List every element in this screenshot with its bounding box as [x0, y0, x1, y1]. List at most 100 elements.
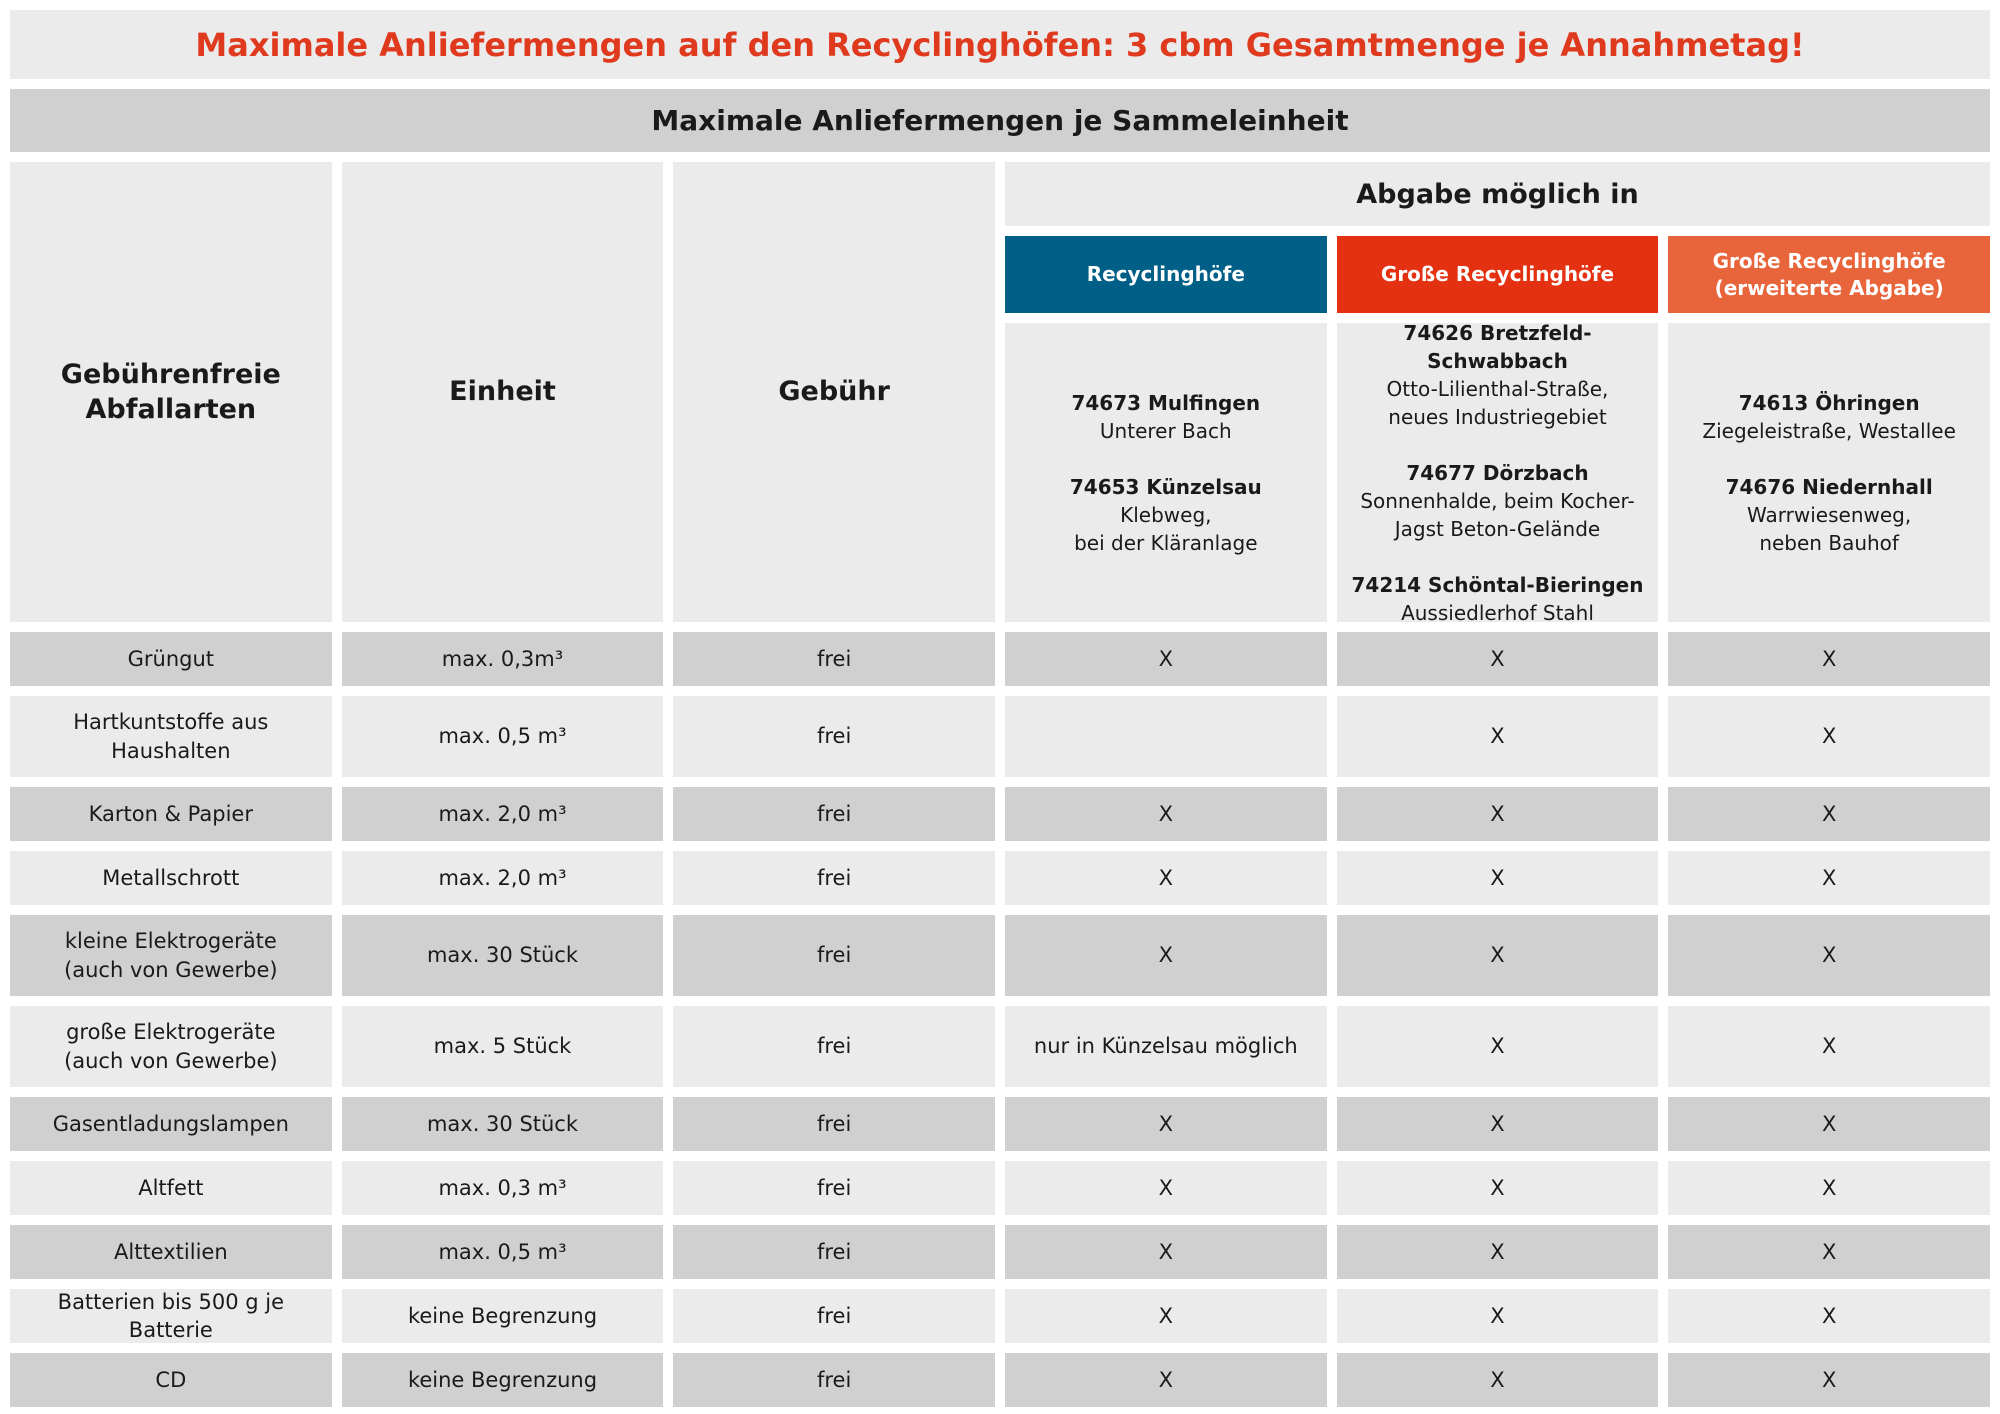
availability-cell [1004, 696, 1327, 777]
availability-cell: X [1336, 1097, 1659, 1151]
waste-type: Grüngut [10, 632, 332, 686]
waste-type: Altfett [10, 1161, 332, 1215]
availability-cell: X [1004, 632, 1327, 686]
table-cell: frei [673, 1097, 995, 1151]
table-cell: frei [673, 915, 995, 996]
availability-cell: X [1336, 632, 1659, 686]
column-header: Gebühr [673, 162, 995, 622]
table-cell: frei [673, 851, 995, 905]
availability-cell: nur in Künzelsau möglich [1004, 1006, 1327, 1087]
waste-type: Batterien bis 500 g je Batterie [10, 1289, 332, 1343]
availability-cell: X [1004, 851, 1327, 905]
availability-cell: X [1336, 1161, 1659, 1215]
waste-type: Metallschrott [10, 851, 332, 905]
table-cell: frei [673, 787, 995, 841]
site-street: Warrwiesenweg, neben Bauhof [1747, 502, 1912, 555]
table-cell: frei [673, 696, 995, 777]
availability-cell: X [1004, 1161, 1327, 1215]
availability-cell: X [1668, 1006, 1990, 1087]
availability-cell: X [1004, 1225, 1327, 1279]
table-cell: frei [673, 632, 995, 686]
table-cell: max. 0,3 m³ [341, 1161, 664, 1215]
availability-cell: X [1004, 915, 1327, 996]
location-header: Große Recyclinghöfe (erweiterte Abgabe) [1668, 236, 1990, 313]
availability-cell: X [1336, 1289, 1659, 1343]
table-subtitle: Maximale Anliefermengen je Sammeleinheit [10, 89, 1990, 152]
availability-cell: X [1336, 1353, 1659, 1407]
availability-cell: X [1668, 915, 1990, 996]
waste-type: CD [10, 1353, 332, 1407]
column-header: Gebührenfreie Abfallarten [10, 162, 332, 622]
site-place: 74673 Mulfingen [1071, 390, 1261, 415]
column-header: Einheit [341, 162, 664, 622]
site-place: 74653 Künzelsau [1069, 474, 1262, 499]
availability-cell: X [1004, 787, 1327, 841]
waste-type: Karton & Papier [10, 787, 332, 841]
availability-cell: X [1336, 787, 1659, 841]
site: 74653 Künzelsau Klebweg, bei der Kläranla… [1070, 473, 1262, 557]
availability-cell: X [1336, 915, 1659, 996]
site-place: 74214 Schöntal-Bieringen [1351, 572, 1644, 597]
availability-cell: X [1336, 696, 1659, 777]
location-header: Große Recyclinghöfe [1336, 236, 1659, 313]
waste-type: Gasentladungslampen [10, 1097, 332, 1151]
site-street: Sonnenhalde, beim Kocher- Jagst Beton-Ge… [1360, 488, 1635, 541]
site-street: Klebweg, bei der Kläranlage [1074, 502, 1258, 555]
availability-cell: X [1004, 1289, 1327, 1343]
availability-cell: X [1668, 1097, 1990, 1151]
availability-cell: X [1668, 1161, 1990, 1215]
site-place: 74676 Niedernhall [1725, 474, 1933, 499]
site-place: 74677 Dörzbach [1406, 460, 1589, 485]
availability-cell: X [1668, 1353, 1990, 1407]
availability-cell: X [1336, 851, 1659, 905]
table-cell: max. 2,0 m³ [341, 851, 664, 905]
availability-cell: X [1004, 1097, 1327, 1151]
availability-cell: X [1336, 1225, 1659, 1279]
waste-type: große Elektrogeräte (auch von Gewerbe) [10, 1006, 332, 1087]
waste-type: Alttextilien [10, 1225, 332, 1279]
site-street: Unterer Bach [1099, 418, 1232, 443]
site: 74673 Mulfingen Unterer Bach [1071, 389, 1260, 445]
site-street: Otto-Lilienthal-Straße, neues Industrieg… [1386, 376, 1609, 429]
availability-cell: X [1004, 1353, 1327, 1407]
address-cell: 74626 Bretzfeld-Schwabbach Otto-Lilientha… [1336, 321, 1659, 625]
availability-cell: X [1668, 632, 1990, 686]
site-place: 74613 Öhringen [1738, 390, 1920, 415]
site: 74214 Schöntal-Bieringen Aussiedlerhof St… [1352, 571, 1644, 627]
page-title: Maximale Anliefermengen auf den Recyclin… [10, 10, 1990, 79]
table-cell: frei [673, 1353, 995, 1407]
availability-cell: X [1668, 1225, 1990, 1279]
column-group-header: Abgabe möglich in [1004, 162, 1990, 226]
address-cell: 74673 Mulfingen Unterer Bach 74653 Künzels… [1004, 323, 1327, 622]
site: 74677 Dörzbach Sonnenhalde, beim Kocher- … [1360, 459, 1634, 543]
table-cell: max. 0,5 m³ [341, 1225, 664, 1279]
site: 74626 Bretzfeld-Schwabbach Otto-Lilientha… [1337, 319, 1659, 431]
table-cell: keine Begrenzung [341, 1289, 664, 1343]
site-place: 74626 Bretzfeld-Schwabbach [1403, 320, 1592, 373]
table-cell: max. 2,0 m³ [341, 787, 664, 841]
location-header: Recyclinghöfe [1004, 236, 1327, 313]
waste-type: kleine Elektrogeräte (auch von Gewerbe) [10, 915, 332, 996]
table-cell: max. 30 Stück [341, 1097, 664, 1151]
table-cell: max. 0,3m³ [341, 632, 664, 686]
table-cell: keine Begrenzung [341, 1353, 664, 1407]
site: 74613 Öhringen Ziegeleistraße, Westallee [1702, 389, 1956, 445]
table-cell: frei [673, 1161, 995, 1215]
site-street: Ziegeleistraße, Westallee [1702, 418, 1956, 443]
table-cell: max. 5 Stück [341, 1006, 664, 1087]
table-cell: max. 30 Stück [341, 915, 664, 996]
availability-cell: X [1668, 787, 1990, 841]
site: 74676 Niedernhall Warrwiesenweg, neben Ba… [1726, 473, 1933, 557]
waste-type: Hartkuntstoffe aus Haushalten [10, 696, 332, 777]
address-cell: 74613 Öhringen Ziegeleistraße, Westallee 7… [1668, 323, 1990, 622]
availability-cell: X [1668, 1289, 1990, 1343]
availability-cell: X [1668, 851, 1990, 905]
table-cell: max. 0,5 m³ [341, 696, 664, 777]
availability-cell: X [1668, 696, 1990, 777]
table-cell: frei [673, 1225, 995, 1279]
table-cell: frei [673, 1289, 995, 1343]
table-cell: frei [673, 1006, 995, 1087]
availability-cell: X [1336, 1006, 1659, 1087]
